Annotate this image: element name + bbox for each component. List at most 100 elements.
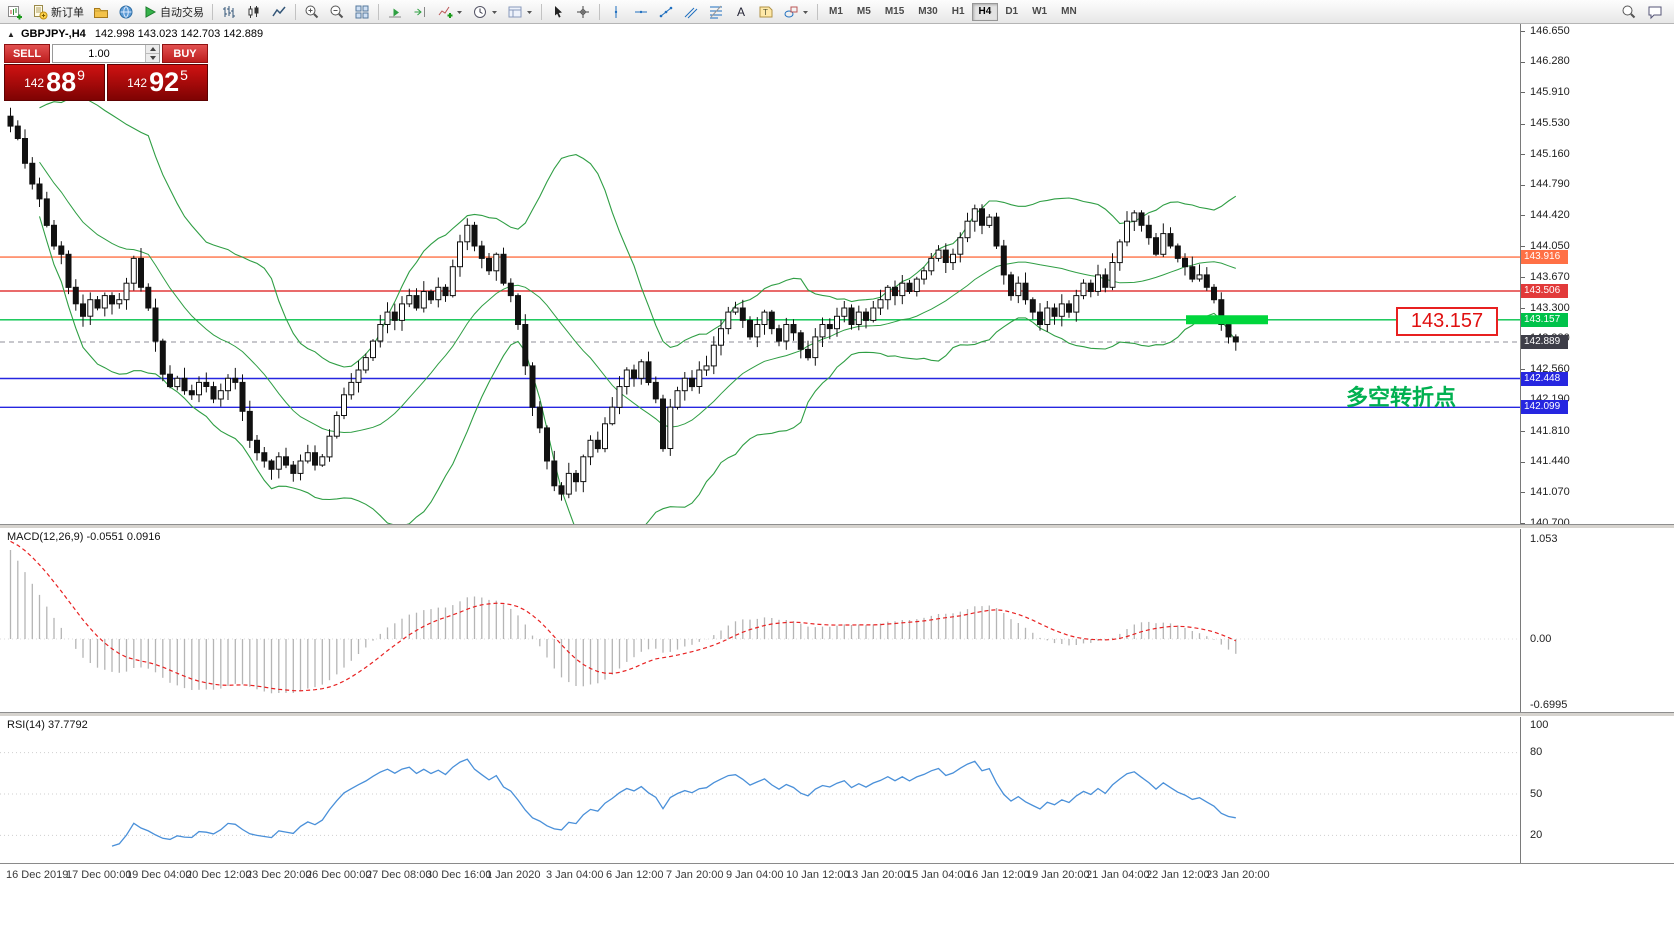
fibonacci-button[interactable] [704,2,728,22]
hline-price-tag: 143.916 [1521,250,1568,265]
shapes-button[interactable] [779,2,813,22]
channel-button[interactable] [679,2,703,22]
timeframe-w1-button[interactable]: W1 [1025,3,1054,21]
new-order-button[interactable]: 新订单 [28,2,88,22]
cursor-icon [555,5,562,18]
panel-divider[interactable] [0,712,1674,717]
text-label-icon: T [759,6,773,17]
price-axis-label: 144.050 [1530,239,1570,252]
price-axis-tickmark [1521,154,1525,156]
one-click-trading-panel: SELL BUY 142 88 9 142 92 [4,44,208,101]
text-icon: A [737,5,745,19]
indicators-icon [438,6,453,18]
new-order-icon [32,4,48,20]
timeframe-h1-button[interactable]: H1 [945,3,972,21]
line-chart-icon [272,6,286,16]
price-callout-box[interactable]: 143.157 [1396,307,1498,336]
timeframe-d1-button[interactable]: D1 [998,3,1025,21]
chart-area: 16 Dec 2019 17 Dec 00:00 19 Dec 04:00 20 De… [0,24,1674,948]
time-axis-label: 15 Jan 04:00 [906,869,970,881]
volume-input[interactable] [53,45,145,62]
text-button[interactable]: A [729,2,753,22]
time-axis-label: 30 Dec 16:00 [426,869,492,881]
macd-panel[interactable] [0,527,1520,711]
cursor-button[interactable] [546,2,570,22]
vertical-line-button[interactable] [604,2,628,22]
chevron-down-icon [457,10,462,14]
price-axis-label: 144.790 [1530,178,1570,191]
tile-windows-button[interactable] [350,2,374,22]
shapes-icon [784,6,798,17]
bar-chart-button[interactable] [217,2,241,22]
timeframe-m30-button[interactable]: M30 [911,3,944,21]
buy-price-box[interactable]: 142 92 5 [107,64,208,101]
zoom-in-button[interactable] [300,2,324,22]
volume-down-button[interactable] [146,53,159,62]
horizontal-line-icon [635,10,647,13]
timeframe-h4-button[interactable]: H4 [971,2,999,21]
navigator-button[interactable] [114,2,138,22]
zoom-in-icon [305,5,319,18]
fibonacci-icon [710,5,722,18]
text-label-button[interactable]: T [754,2,778,22]
rsi-panel[interactable] [0,715,1520,863]
candlestick-chart-button[interactable] [242,2,266,22]
price-axis-label: 141.810 [1530,424,1570,437]
timeframe-m1-button[interactable]: M1 [822,3,850,21]
hline-price-tag: 143.157 [1521,312,1568,327]
timeframe-m5-button[interactable]: M5 [850,3,878,21]
community-button[interactable] [1643,2,1667,22]
search-button[interactable] [1617,2,1641,22]
price-axis-tickmark [1521,92,1525,94]
price-axis-tickmark [1521,184,1525,186]
sell-price-box[interactable]: 142 88 9 [4,64,105,101]
time-axis-label: 21 Jan 04:00 [1086,869,1150,881]
macd-axis-label: 1.053 [1530,532,1558,545]
price-axis-tickmark [1521,523,1525,524]
buy-button[interactable]: BUY [162,44,208,63]
price-axis-label: 146.280 [1530,55,1570,68]
toolbar: 新订单 自动交易 [0,0,1674,24]
zoom-out-button[interactable] [325,2,349,22]
turning-point-note[interactable]: 多空转折点 [1346,385,1457,410]
collapse-panel-icon[interactable]: ▲ [7,30,15,39]
toolbar-separator [212,3,213,20]
crosshair-button[interactable] [571,2,595,22]
price-axis-label: 143.670 [1530,270,1570,283]
autotrading-button[interactable]: 自动交易 [139,2,208,22]
candlestick-chart-icon [248,5,259,18]
panel-divider[interactable] [0,524,1674,529]
periods-button[interactable] [468,2,502,22]
profiles-button[interactable] [89,2,113,22]
toolbar-separator [817,3,818,20]
timeframe-m15-button[interactable]: M15 [878,3,911,21]
macd-axis-label: 0.00 [1530,632,1552,645]
price-axis-tickmark [1521,461,1525,463]
volume-up-button[interactable] [146,45,159,53]
sell-button[interactable]: SELL [4,44,50,63]
bar-chart-icon [223,5,235,18]
templates-icon [508,6,522,17]
auto-scroll-icon [389,8,401,17]
templates-button[interactable] [503,2,537,22]
auto-scroll-button[interactable] [383,2,407,22]
indicators-button[interactable] [433,2,467,22]
price-axis-label: 141.070 [1530,485,1570,498]
time-axis-label: 9 Jan 04:00 [726,869,784,881]
macd-indicator-label: MACD(12,26,9) -0.0551 0.0916 [7,531,161,543]
horizontal-line-button[interactable] [629,2,653,22]
chart-shift-button[interactable] [408,2,432,22]
time-axis[interactable]: 16 Dec 2019 17 Dec 00:00 19 Dec 04:00 20 De… [0,863,1674,948]
price-axis[interactable]: 146.650 146.280 145.910 145.530 145.160 144.7… [1520,24,1674,863]
line-chart-button[interactable] [267,2,291,22]
price-chart[interactable] [0,24,1520,524]
timeframe-group: M1 M5 M15 M30 H1 H4 D1 W1 MN [822,2,1084,21]
price-axis-label: 144.420 [1530,208,1570,221]
hline-price-tag: 142.448 [1521,371,1568,386]
timeframe-mn-button[interactable]: MN [1054,3,1084,21]
new-chart-button[interactable] [3,2,27,22]
trendline-button[interactable] [654,2,678,22]
price-axis-label: 141.440 [1530,455,1570,468]
ohlc-values: 142.998 143.023 142.703 142.889 [94,28,264,40]
price-axis-tickmark [1521,369,1525,371]
